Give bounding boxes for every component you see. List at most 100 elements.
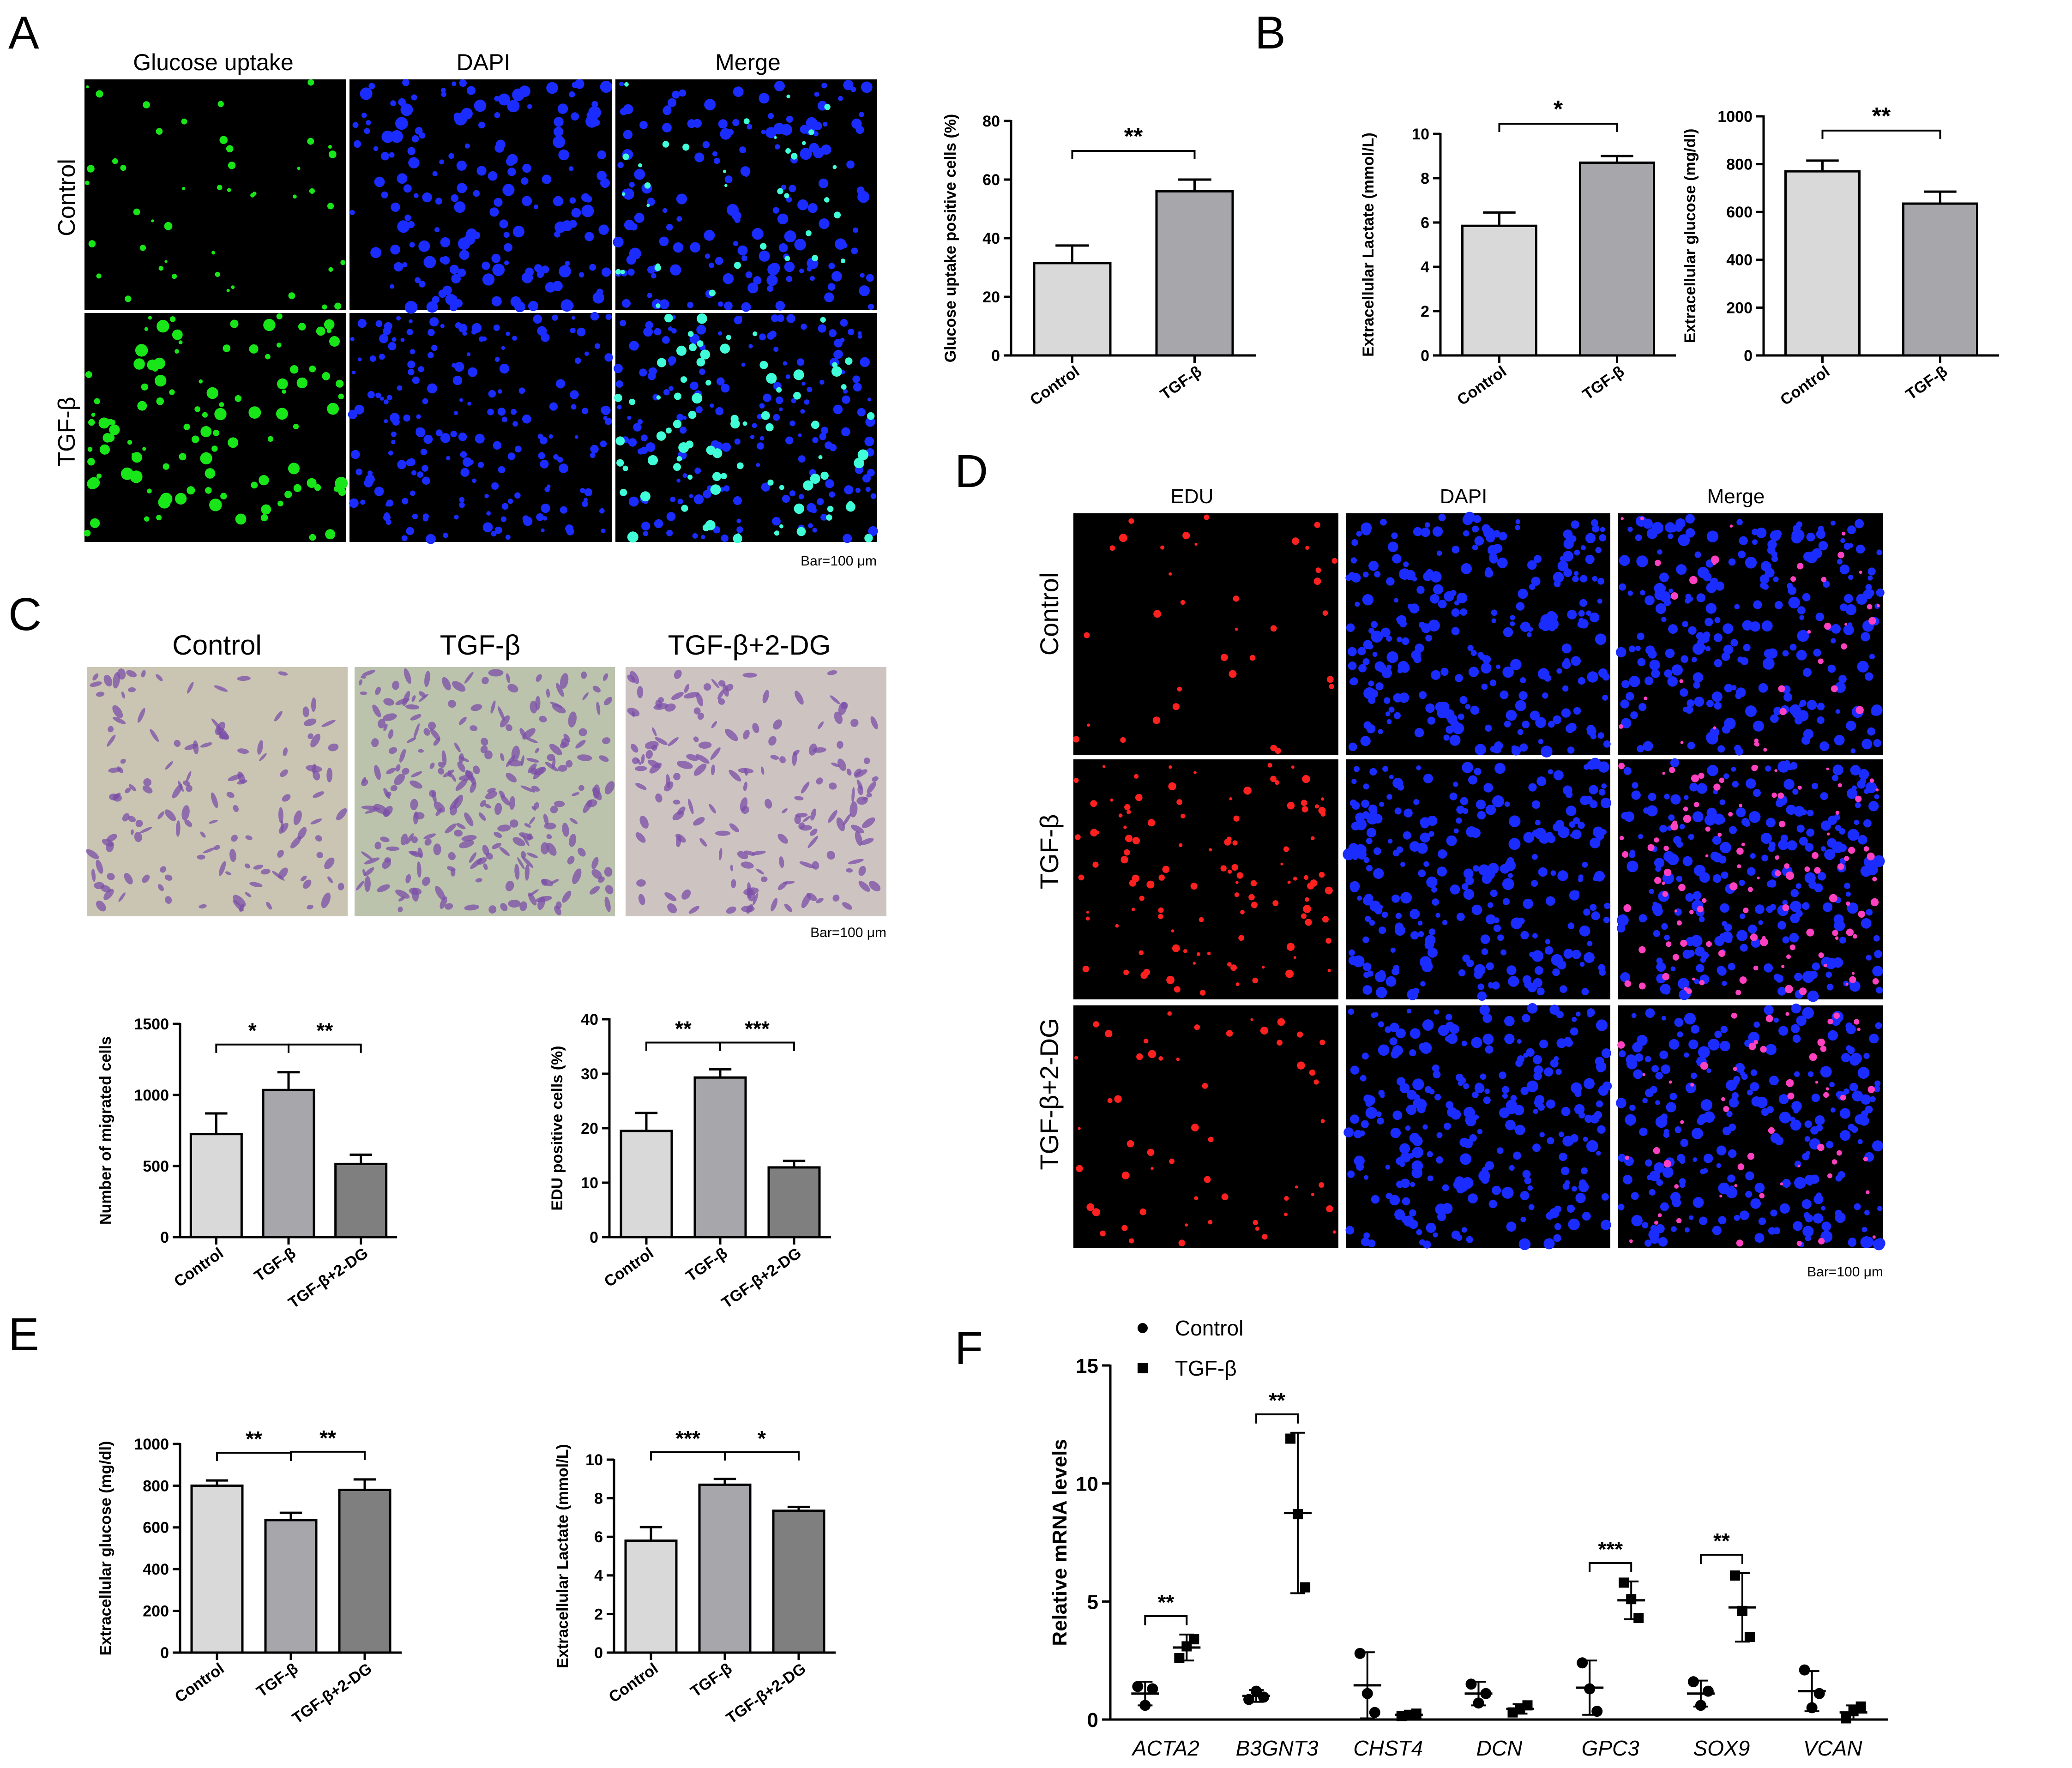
blue-nucleus-dot [838, 96, 843, 101]
red-edu-dot [1204, 514, 1210, 520]
blue-nucleus-dot [1679, 824, 1685, 830]
blue-nucleus-dot [1363, 1232, 1370, 1239]
merged-cell-dot [1774, 769, 1777, 772]
red-edu-dot [1267, 763, 1272, 768]
blue-nucleus-dot [1446, 1101, 1454, 1109]
blue-nucleus-dot [1486, 962, 1494, 970]
stained-cell [429, 789, 436, 797]
red-edu-dot [1109, 545, 1115, 551]
blue-nucleus-dot [1552, 968, 1560, 976]
stained-cell [729, 770, 741, 782]
merged-cell-dot [615, 436, 625, 445]
green-cell-dot [187, 486, 195, 495]
blue-nucleus-dot [1509, 815, 1521, 827]
green-cell-dot [87, 457, 95, 466]
blue-nucleus-dot [1538, 867, 1548, 877]
blue-nucleus-dot [427, 383, 437, 394]
blue-nucleus-dot [548, 434, 553, 439]
blue-nucleus-dot [1351, 801, 1360, 810]
merged-cell-dot [742, 421, 747, 426]
stained-cell [793, 750, 800, 756]
blue-nucleus-dot [1584, 1114, 1593, 1123]
blue-nucleus-dot [1558, 1131, 1564, 1137]
stained-cell [535, 696, 541, 710]
green-cell-dot [309, 534, 316, 541]
blue-nucleus-dot [1706, 582, 1717, 593]
blue-nucleus-dot [1586, 610, 1591, 616]
red-edu-dot [1287, 880, 1291, 884]
blue-nucleus-dot [1619, 1050, 1626, 1058]
blue-nucleus-dot [1574, 1090, 1582, 1097]
red-edu-dot [1221, 654, 1228, 661]
blue-nucleus-dot [1808, 881, 1817, 889]
blue-nucleus-dot [1795, 883, 1801, 889]
blue-nucleus-dot [1467, 645, 1474, 651]
blue-nucleus-dot [1644, 595, 1655, 606]
x-tick-label: ACTA2 [1131, 1736, 1199, 1760]
red-edu-dot [1253, 1220, 1258, 1225]
stained-cell [231, 835, 238, 842]
blue-nucleus-dot [1409, 1209, 1416, 1217]
blue-nucleus-dot [1494, 917, 1500, 923]
stained-cell [806, 892, 817, 901]
blue-nucleus-dot [1691, 1025, 1700, 1034]
blue-nucleus-dot [1855, 1114, 1865, 1125]
merged-cell-dot [686, 440, 693, 449]
stained-cell [519, 728, 526, 738]
merged-cell-dot [1663, 868, 1672, 877]
blue-nucleus-dot [396, 316, 401, 321]
blue-nucleus-dot [1579, 925, 1590, 937]
stained-cell [784, 903, 793, 912]
stained-cell [693, 707, 701, 715]
stained-cell [761, 766, 765, 775]
red-edu-dot [1074, 1056, 1078, 1060]
blue-nucleus-dot [489, 207, 499, 217]
merged-cell-dot [1844, 623, 1848, 626]
panel-c-transwell-image [355, 667, 615, 916]
panel-a-col-title-1: Glucose uptake [133, 49, 293, 75]
merged-cell-dot [647, 455, 658, 466]
blue-nucleus-dot [590, 452, 596, 458]
blue-nucleus-dot [553, 196, 564, 206]
stained-cell [200, 742, 212, 748]
merged-cell-dot [1842, 531, 1846, 536]
blue-nucleus-dot [368, 83, 375, 90]
blue-nucleus-dot [1583, 1137, 1588, 1142]
significance-bracket [1498, 123, 1618, 132]
blue-nucleus-dot [629, 341, 639, 351]
bar [1033, 262, 1112, 357]
blue-nucleus-dot [1837, 559, 1843, 565]
blue-nucleus-dot [1582, 1212, 1591, 1221]
red-edu-dot [1092, 1208, 1101, 1216]
blue-nucleus-dot [1347, 1170, 1355, 1178]
blue-nucleus-dot [1687, 699, 1695, 707]
merged-cell-dot [1735, 990, 1741, 996]
blue-nucleus-dot [1566, 806, 1577, 816]
blue-nucleus-dot [1533, 555, 1542, 563]
blue-nucleus-dot [1502, 898, 1510, 905]
blue-nucleus-dot [1541, 746, 1553, 758]
blue-nucleus-dot [1724, 717, 1736, 730]
blue-nucleus-dot [482, 273, 495, 286]
merged-cell-dot [638, 163, 642, 168]
blue-nucleus-dot [1731, 685, 1737, 691]
red-edu-dot [1326, 1205, 1333, 1213]
stained-cell [483, 863, 488, 870]
green-cell-dot [227, 188, 231, 192]
stained-cell [828, 810, 837, 823]
red-edu-dot [1078, 1127, 1081, 1130]
stained-cell [226, 792, 235, 798]
blue-nucleus-dot [1694, 551, 1701, 558]
green-cell-dot [284, 490, 292, 499]
blue-nucleus-dot [385, 519, 392, 525]
merged-cell-dot [777, 188, 783, 194]
blue-nucleus-dot [1456, 913, 1465, 921]
blue-nucleus-dot [1694, 865, 1706, 877]
blue-nucleus-dot [1671, 664, 1683, 676]
blue-nucleus-dot [1527, 1185, 1533, 1191]
stained-cell [128, 687, 136, 692]
panel-letter-f: F [955, 1323, 983, 1374]
blue-nucleus-dot [454, 411, 458, 415]
blue-nucleus-dot [853, 227, 858, 233]
green-cell-dot [288, 292, 295, 299]
